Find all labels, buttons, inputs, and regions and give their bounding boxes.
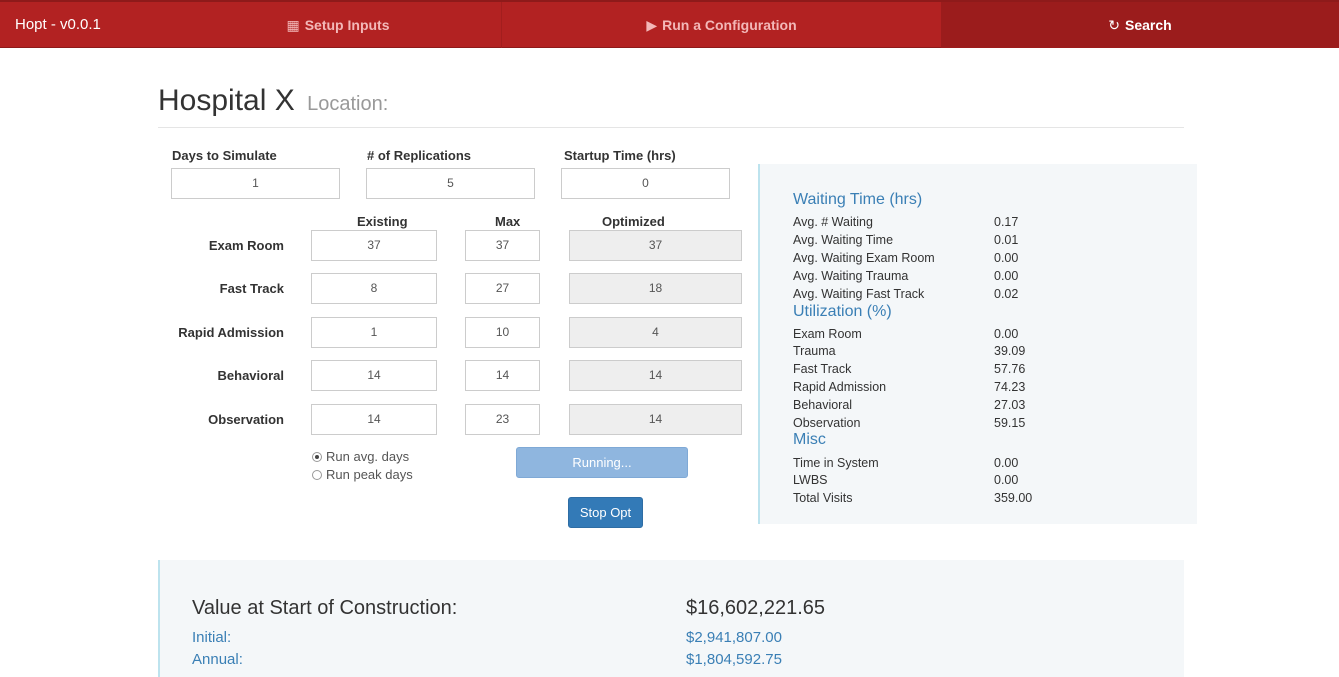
annual-value: $1,804,592.75: [686, 651, 782, 668]
max-input-fast-track[interactable]: 27: [465, 273, 540, 304]
run-peak-days-label: Run peak days: [326, 467, 413, 482]
running-button[interactable]: Running...: [516, 447, 688, 478]
nav-run-configuration[interactable]: ▶ Run a Configuration: [503, 2, 940, 48]
resource-label-observation: Observation: [208, 412, 284, 427]
optimized-field-observation: 14: [569, 404, 742, 435]
stat-label: Trauma: [793, 344, 836, 358]
stat-value: 0.00: [994, 269, 1019, 283]
optimized-field-rapid-admission: 4: [569, 317, 742, 348]
optimized-field-exam-room: 37: [569, 230, 742, 261]
stat-label: Fast Track: [793, 362, 852, 376]
optimized-field-behavioral: 14: [569, 360, 742, 391]
stat-value: 0.00: [994, 251, 1019, 265]
days-to-simulate-input[interactable]: 1: [171, 168, 340, 199]
stat-value: 27.03: [994, 398, 1026, 412]
days-to-simulate-label: Days to Simulate: [172, 148, 277, 163]
initial-label: Initial:: [192, 629, 232, 646]
nav-setup-inputs[interactable]: ▦ Setup Inputs: [175, 2, 502, 48]
run-avg-days-radio[interactable]: Run avg. days: [312, 449, 409, 464]
refresh-icon: ↻: [1108, 17, 1121, 33]
run-avg-days-label: Run avg. days: [326, 449, 410, 464]
resource-label-exam-room: Exam Room: [208, 238, 284, 253]
results-panel: Waiting Time (hrs) Avg. # Waiting 0.17 A…: [758, 164, 1197, 524]
nav-search-label: Search: [1125, 17, 1172, 33]
replications-input[interactable]: 5: [366, 168, 535, 199]
max-column-header: Max: [495, 214, 521, 229]
hospital-name: Hospital X: [158, 84, 295, 117]
stat-value: 39.09: [994, 344, 1026, 358]
stat-value: 0.17: [994, 215, 1019, 229]
existing-column-header: Existing: [357, 214, 408, 229]
existing-input-observation[interactable]: 14: [311, 404, 437, 435]
stat-label: Total Visits: [793, 491, 853, 505]
initial-value: $2,941,807.00: [686, 629, 782, 646]
nav-search[interactable]: ↻ Search: [941, 2, 1339, 48]
stat-label: Behavioral: [793, 398, 853, 412]
max-input-rapid-admission[interactable]: 10: [465, 317, 540, 348]
stat-label: Rapid Admission: [793, 380, 887, 394]
page-title: Hospital X Location:: [158, 84, 388, 118]
stat-value: 0.01: [994, 233, 1019, 247]
startup-time-input[interactable]: 0: [561, 168, 730, 199]
annual-label: Annual:: [192, 651, 243, 668]
existing-input-exam-room[interactable]: 37: [311, 230, 437, 261]
max-input-observation[interactable]: 23: [465, 404, 540, 435]
stat-value: 0.02: [994, 287, 1019, 301]
header-divider: [158, 127, 1184, 128]
startup-time-label: Startup Time (hrs): [564, 148, 676, 163]
stat-label: Avg. # Waiting: [793, 215, 873, 229]
resource-label-fast-track: Fast Track: [219, 281, 284, 296]
stat-label: Observation: [793, 416, 861, 430]
stat-label: Avg. Waiting Exam Room: [793, 251, 935, 265]
run-peak-days-radio[interactable]: Run peak days: [312, 467, 413, 482]
existing-input-rapid-admission[interactable]: 1: [311, 317, 437, 348]
waiting-time-heading: Waiting Time (hrs): [793, 191, 923, 208]
stat-value: 59.15: [994, 416, 1026, 430]
utilization-heading: Utilization (%): [793, 303, 892, 320]
stat-label: Exam Room: [793, 327, 862, 341]
max-input-exam-room[interactable]: 37: [465, 230, 540, 261]
value-title: Value at Start of Construction:: [192, 597, 458, 619]
misc-heading: Misc: [793, 431, 826, 448]
nav-setup-label: Setup Inputs: [304, 17, 390, 33]
max-input-behavioral[interactable]: 14: [465, 360, 540, 391]
stat-label: LWBS: [793, 473, 828, 487]
stat-label: Avg. Waiting Fast Track: [793, 287, 925, 301]
stat-label: Avg. Waiting Time: [793, 233, 894, 247]
optimized-field-fast-track: 18: [569, 273, 742, 304]
navbar: Hopt - v0.0.1 ▦ Setup Inputs ▶ Run a Confi…: [0, 0, 1339, 48]
existing-input-fast-track[interactable]: 8: [311, 273, 437, 304]
stat-label: Time in System: [793, 456, 879, 470]
radio-unselected-icon: [312, 470, 322, 480]
stat-value: 359.00: [994, 491, 1033, 505]
stat-value: 0.00: [994, 456, 1019, 470]
brand[interactable]: Hopt - v0.0.1: [15, 16, 101, 33]
table-icon: ▦: [286, 17, 300, 33]
radio-selected-icon: [312, 452, 322, 462]
nav-run-label: Run a Configuration: [662, 17, 797, 33]
resource-label-rapid-admission: Rapid Admission: [178, 325, 284, 340]
play-icon: ▶: [646, 17, 658, 33]
stat-label: Avg. Waiting Trauma: [793, 269, 909, 283]
stat-value: 57.76: [994, 362, 1026, 376]
replications-label: # of Replications: [367, 148, 472, 163]
resource-label-behavioral: Behavioral: [217, 368, 284, 383]
stat-value: 0.00: [994, 327, 1019, 341]
existing-input-behavioral[interactable]: 14: [311, 360, 437, 391]
location-label: Location:: [307, 93, 389, 115]
stat-value: 0.00: [994, 473, 1019, 487]
value-total: $16,602,221.65: [686, 597, 826, 619]
stat-value: 74.23: [994, 380, 1026, 394]
stop-opt-button[interactable]: Stop Opt: [568, 497, 643, 528]
value-panel: Value at Start of Construction: $16,602,…: [158, 560, 1184, 677]
optimized-column-header: Optimized: [602, 214, 665, 229]
